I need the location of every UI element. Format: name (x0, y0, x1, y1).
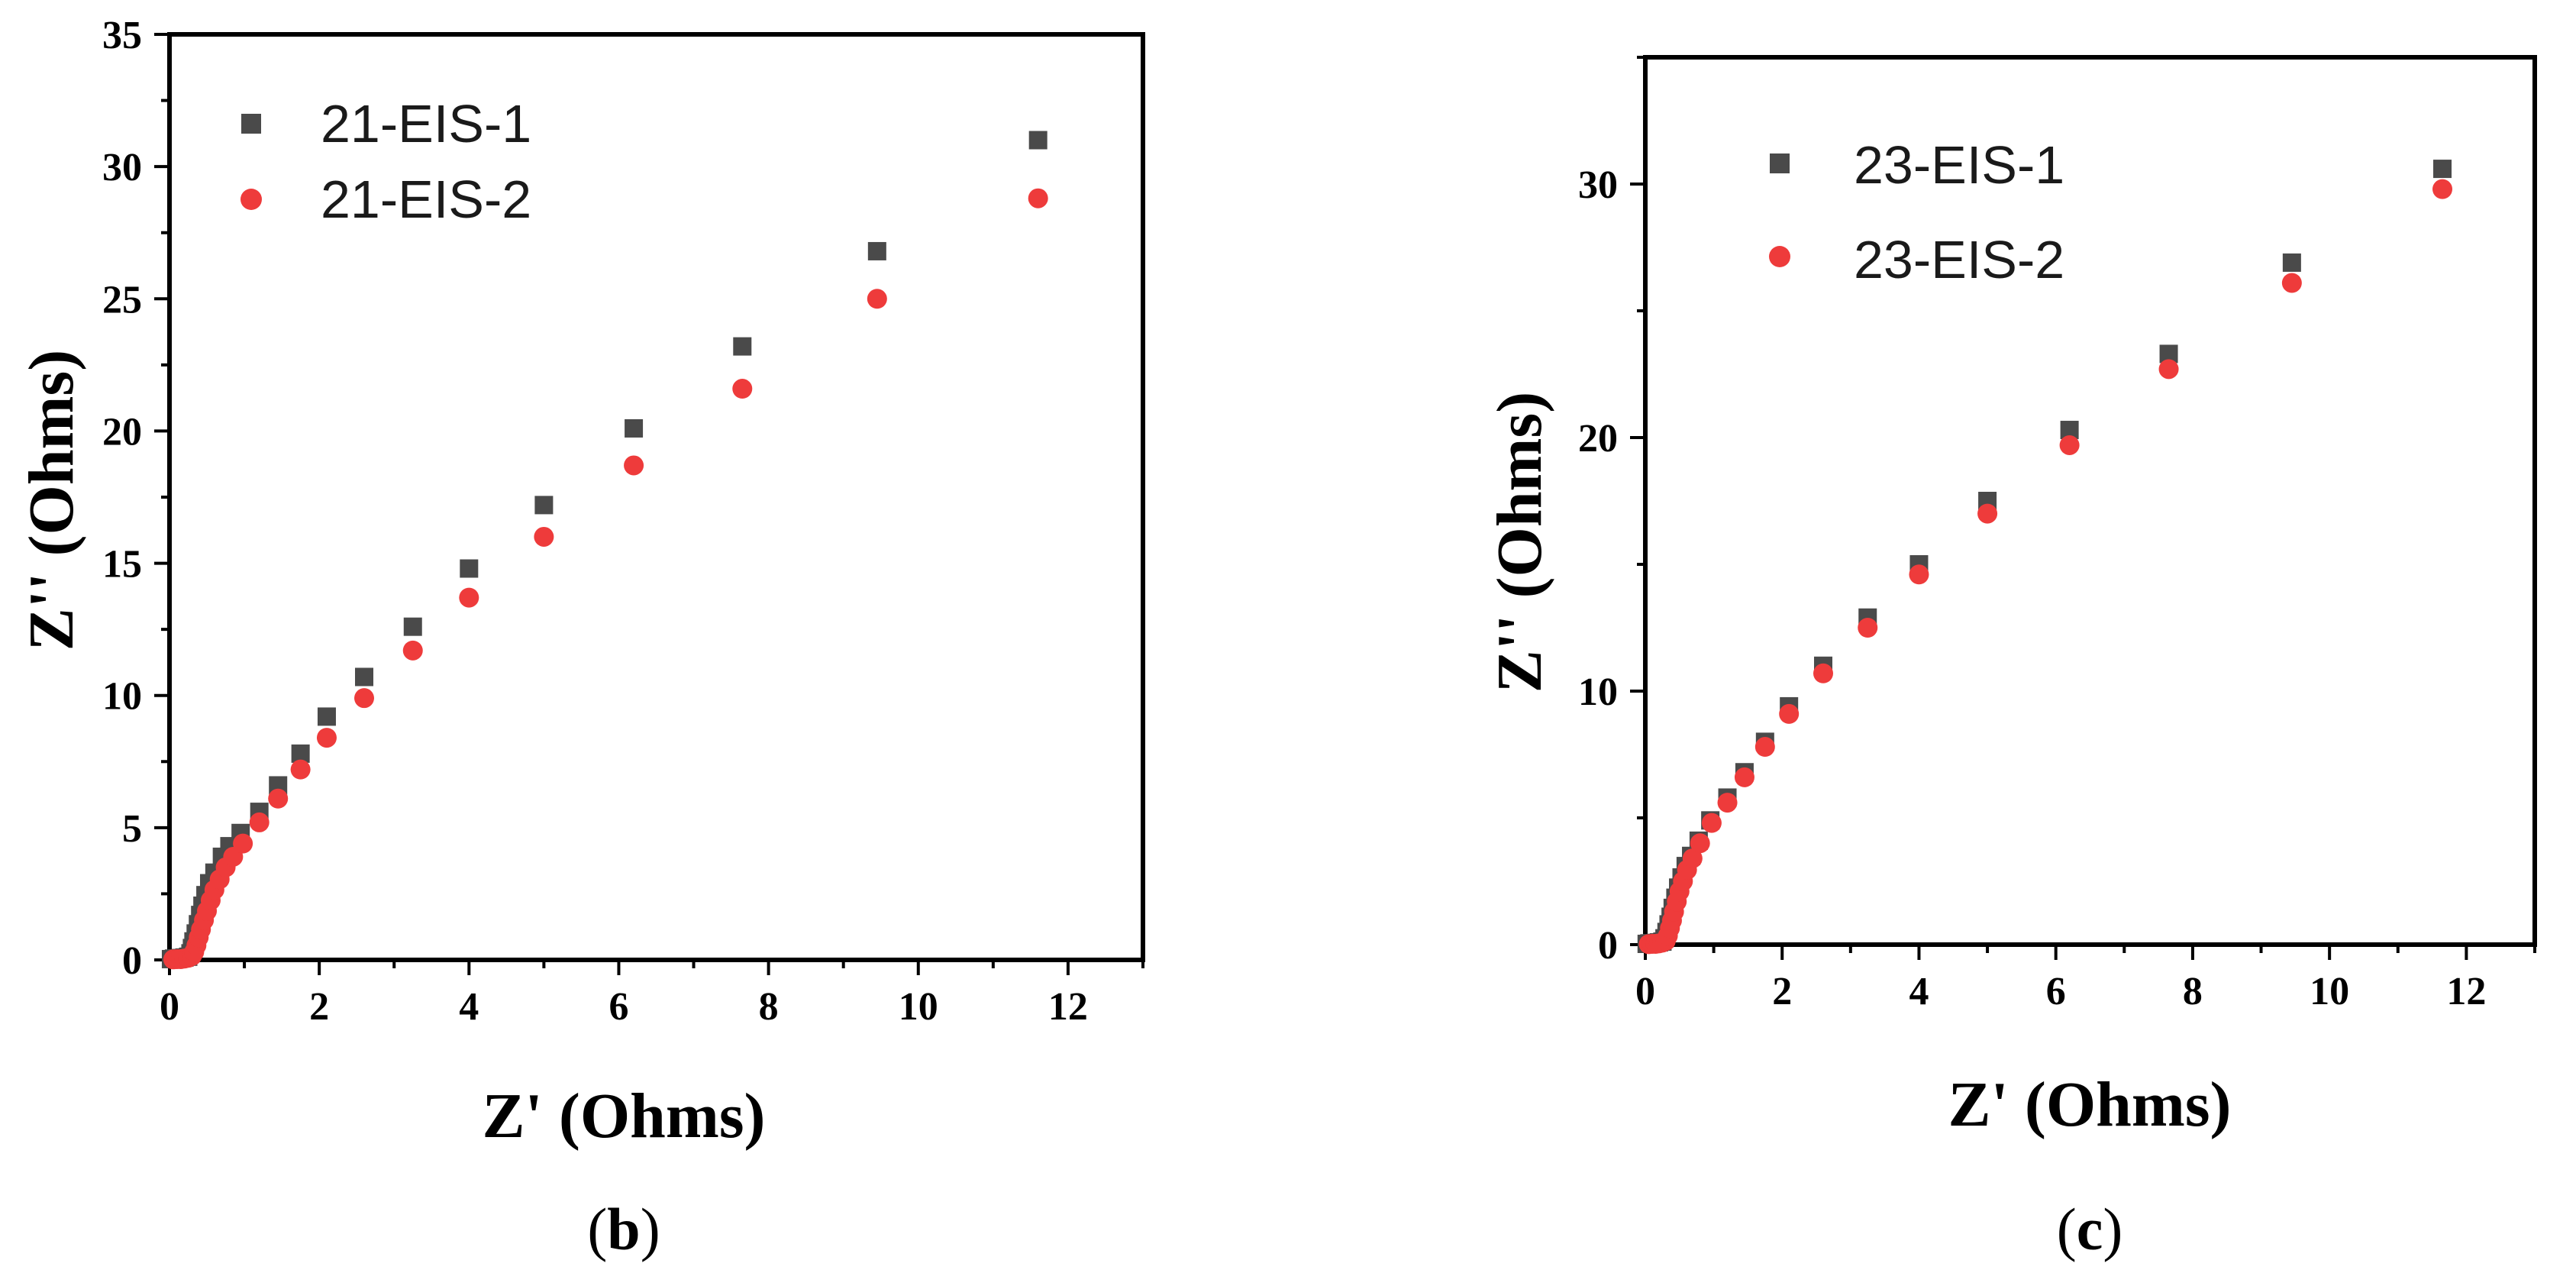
panel-b-y-tick-label: 0 (122, 939, 142, 983)
panel-b-point-21-EIS-1 (733, 337, 752, 356)
panel-c-point-23-EIS-2 (1717, 793, 1738, 813)
panel-c-x-tick-label: 12 (2446, 970, 2486, 1013)
panel-c-legend: 23-EIS-1 23-EIS-2 (1769, 135, 2064, 289)
panel-c-legend-label-23-EIS-2: 23-EIS-2 (1854, 230, 2064, 289)
panel-b-point-21-EIS-2 (459, 587, 479, 608)
panel-b: 0 2 4 6 8 10 12 0 5 10 15 20 25 30 35 Z' (Ohms) Z'' (O… (16, 14, 1145, 1262)
panel-c-point-23-EIS-2 (1813, 663, 1833, 683)
panel-c-y-tick-label: 10 (1578, 670, 1618, 714)
panel-c-x-axis-title: Z' (Ohms) (1948, 1069, 2231, 1140)
panel-b-plot: 0 2 4 6 8 10 12 0 5 10 15 20 25 30 35 (102, 14, 1145, 1029)
panel-c-y-tick-label: 0 (1598, 924, 1618, 968)
panel-c-caption: (c) (2057, 1196, 2123, 1262)
panel-b-x-tick-label: 8 (759, 985, 779, 1029)
panel-b-point-21-EIS-2 (867, 289, 887, 309)
panel-c-point-23-EIS-2 (1858, 618, 1878, 638)
panel-b-x-tick-label: 12 (1048, 985, 1088, 1029)
panel-c-y-tick-label: 30 (1578, 163, 1618, 207)
panel-c-legend-marker-23-EIS-1 (1770, 153, 1790, 173)
panel-b-x-axis-title: Z' (Ohms) (482, 1081, 765, 1152)
panel-b-point-21-EIS-1 (460, 559, 479, 578)
panel-c-point-23-EIS-2 (1754, 737, 1775, 758)
panel-c-point-23-EIS-2 (2059, 435, 2080, 455)
panel-b-y-axis-title: Z'' (Ohms) (16, 350, 87, 651)
panel-b-caption: (b) (587, 1196, 660, 1262)
panel-b-x-tick-label: 10 (899, 985, 938, 1029)
panel-b-point-21-EIS-1 (1028, 131, 1048, 150)
panel-b-point-21-EIS-1 (355, 667, 373, 687)
panel-b-legend-marker-21-EIS-2 (240, 189, 262, 210)
panel-c-point-23-EIS-1 (2282, 253, 2301, 272)
panel-b-point-21-EIS-1 (317, 707, 336, 726)
panel-b-point-21-EIS-2 (316, 728, 337, 748)
panel-c-point-23-EIS-2 (1690, 833, 1710, 854)
panel-b-y-tick-label: 35 (102, 14, 142, 57)
panel-b-x-tick-label: 4 (459, 985, 479, 1029)
panel-b-series-21-EIS-2 (163, 188, 1048, 970)
panel-b-y-tick-label: 5 (122, 807, 142, 851)
panel-b-point-21-EIS-2 (233, 833, 253, 854)
panel-b-point-21-EIS-1 (867, 241, 886, 260)
panel-c-series-23-EIS-2 (1638, 179, 2453, 955)
panel-c-legend-label-23-EIS-1: 23-EIS-1 (1854, 135, 2064, 195)
panel-c-x-tick-label: 10 (2310, 970, 2349, 1013)
panel-c-y-axis-title: Z'' (Ohms) (1484, 392, 1555, 693)
panel-c-point-23-EIS-2 (1734, 767, 1754, 787)
panel-b-legend-label-21-EIS-2: 21-EIS-2 (321, 170, 531, 229)
panel-c-plot-frame (1643, 55, 2537, 947)
panel-b-y-tick-label: 10 (102, 675, 142, 719)
panel-c-point-23-EIS-2 (1701, 813, 1722, 833)
panel-b-x-tick-label: 0 (160, 985, 179, 1029)
panel-b-y-tick-label: 25 (102, 278, 142, 321)
panel-c-point-23-EIS-2 (1909, 564, 1929, 585)
panel-c-point-23-EIS-1 (2433, 160, 2452, 179)
panel-c-point-23-EIS-2 (1977, 503, 1998, 524)
panel-c-point-23-EIS-2 (1779, 703, 1800, 724)
panel-b-point-21-EIS-2 (1028, 188, 1048, 208)
panel-c-point-23-EIS-2 (2281, 273, 2302, 293)
panel-b-point-21-EIS-2 (354, 688, 374, 709)
panel-c-point-23-EIS-2 (2432, 179, 2453, 199)
panel-b-x-tick-label: 6 (608, 985, 628, 1029)
panel-c-x-tick-label: 8 (2183, 970, 2203, 1013)
panel-b-point-21-EIS-2 (290, 759, 311, 780)
panel-c-x-tick-label: 2 (1772, 970, 1792, 1013)
panel-c-legend-marker-23-EIS-2 (1769, 246, 1790, 267)
panel-b-legend: 21-EIS-1 21-EIS-2 (240, 94, 531, 229)
panel-b-y-tick-label: 20 (102, 410, 142, 454)
panel-b-legend-label-21-EIS-1: 21-EIS-1 (321, 94, 531, 153)
panel-b-point-21-EIS-2 (249, 812, 270, 832)
panel-b-point-21-EIS-1 (625, 418, 644, 438)
panel-b-x-tick-label: 2 (309, 985, 329, 1029)
panel-c-x-tick-label: 6 (2046, 970, 2066, 1013)
panel-b-point-21-EIS-2 (732, 379, 753, 399)
panel-c-point-23-EIS-2 (2158, 359, 2179, 380)
panel-c-x-tick-label: 4 (1909, 970, 1929, 1013)
panel-b-point-21-EIS-1 (403, 617, 422, 636)
panel-b-point-21-EIS-1 (534, 496, 554, 515)
panel-b-point-21-EIS-2 (624, 455, 644, 476)
panel-b-point-21-EIS-2 (268, 788, 289, 809)
panel-b-legend-marker-21-EIS-1 (241, 114, 261, 134)
panel-c-point-23-EIS-2 (1682, 848, 1703, 869)
panel-c: 0 2 4 6 8 10 12 0 10 20 30 Z' (Ohms) Z'' (Ohms) 23… (1484, 55, 2537, 1262)
panel-b-point-21-EIS-2 (534, 526, 554, 547)
panel-b-y-tick-label: 15 (102, 543, 142, 586)
panel-c-y-tick-label: 20 (1578, 417, 1618, 460)
panel-b-point-21-EIS-2 (402, 640, 423, 661)
panel-c-plot: 0 2 4 6 8 10 12 0 10 20 30 (1578, 55, 2537, 1013)
panel-c-x-tick-label: 0 (1635, 970, 1655, 1013)
panel-b-y-tick-label: 30 (102, 146, 142, 189)
